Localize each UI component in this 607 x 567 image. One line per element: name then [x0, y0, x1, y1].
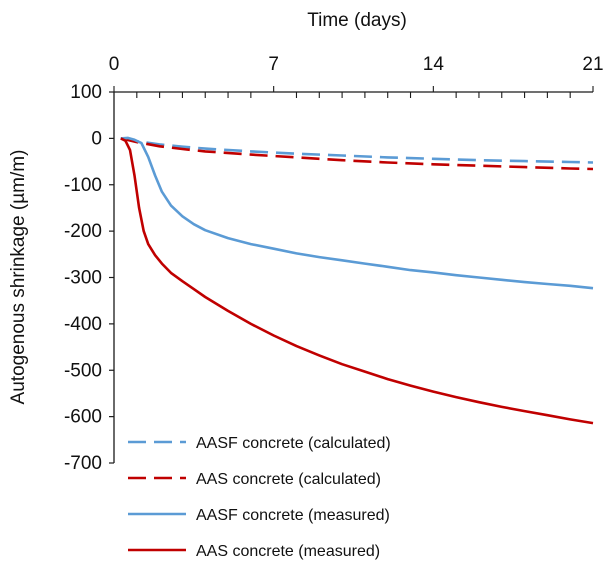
x-tick-label: 7	[268, 54, 279, 75]
series-line	[120, 137, 594, 164]
series-lines	[120, 136, 594, 425]
y-tick-label: -200	[64, 221, 102, 242]
legend: AASF concrete (calculated) AAS concrete (…	[128, 435, 391, 560]
y-tick-label: -300	[64, 268, 102, 289]
x-tick-label: 21	[582, 54, 603, 75]
legend-label: AASF concrete (measured)	[196, 507, 390, 524]
series-line	[120, 136, 594, 290]
y-tick-label: -600	[64, 407, 102, 428]
legend-label: AAS concrete (calculated)	[196, 471, 381, 488]
series-line	[120, 137, 594, 425]
legend-label: AAS concrete (measured)	[196, 543, 380, 560]
axes: 100 0 -100 -200 -300 -400 -500 -600 -700 0 7 14 21	[64, 54, 604, 474]
x-axis-title: Time (days)	[307, 10, 407, 31]
y-tick-label: -700	[64, 453, 102, 474]
y-tick-label: -100	[64, 175, 102, 196]
legend-label: AASF concrete (calculated)	[196, 435, 391, 452]
x-tick-label: 14	[423, 54, 445, 75]
y-tick-label: -500	[64, 360, 102, 381]
x-tick-label: 0	[109, 54, 120, 75]
y-axis-title: Autogenous shrinkage (µm/m)	[8, 150, 29, 405]
y-tick-label: 100	[70, 82, 102, 103]
y-tick-label: -400	[64, 314, 102, 335]
y-tick-label: 0	[91, 128, 102, 149]
series-line	[120, 137, 594, 171]
